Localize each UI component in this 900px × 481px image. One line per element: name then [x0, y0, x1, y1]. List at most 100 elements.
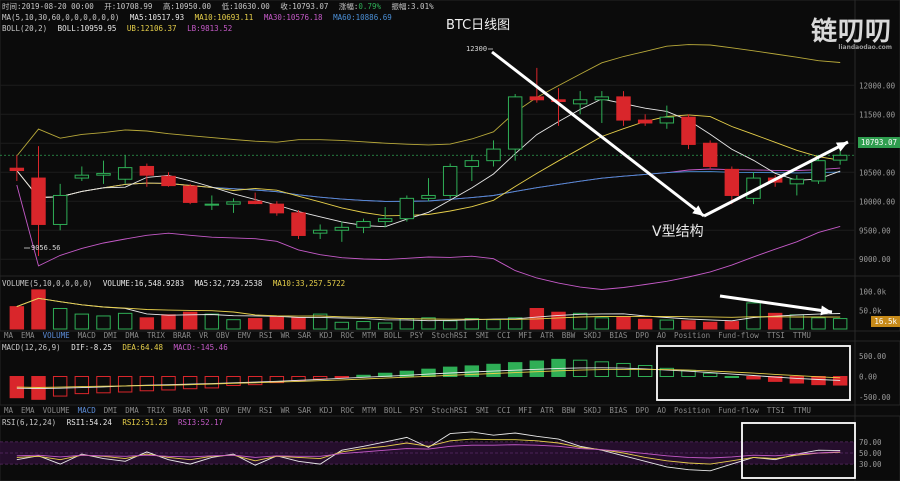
indicator-tab-roc[interactable]: ROC	[340, 406, 355, 415]
indicator-tab-stochrsi[interactable]: StochRSI	[431, 331, 468, 340]
indicator-tab-fund-flow[interactable]: Fund-flow	[718, 406, 759, 415]
indicator-tab-dma[interactable]: DMA	[125, 331, 139, 340]
rsi-line-3	[16, 444, 841, 459]
volume-bar	[291, 317, 306, 330]
indicator-tab-kdj[interactable]: KDJ	[319, 406, 333, 415]
indicator-tab-ma[interactable]: MA	[4, 331, 14, 340]
dea-line	[16, 368, 841, 388]
indicator-tab-obv[interactable]: OBV	[215, 406, 230, 415]
indicator-tab-ttsi[interactable]: TTSI	[766, 331, 785, 340]
indicator-tab-ttsi[interactable]: TTSI	[766, 406, 785, 415]
indicator-tab-bias[interactable]: BIAS	[609, 406, 628, 415]
indicator-tab-psy[interactable]: PSY	[409, 406, 424, 415]
volume-bar	[356, 321, 371, 330]
indicator-tab-kdj[interactable]: KDJ	[319, 331, 333, 340]
chart-title-annotation: BTC日线图	[446, 18, 511, 33]
indicator-tab-emv[interactable]: EMV	[237, 406, 252, 415]
indicator-tab-vr[interactable]: VR	[198, 406, 208, 415]
indicator-tab-stochrsi[interactable]: StochRSI	[431, 406, 468, 415]
indicator-tab-wr[interactable]: WR	[280, 406, 290, 415]
candle-body	[551, 99, 566, 103]
macd-bar	[724, 376, 740, 378]
volume-bar	[572, 312, 588, 330]
indicator-tab-ao[interactable]: AO	[656, 406, 667, 415]
indicator-tab-atr[interactable]: ATR	[540, 406, 554, 415]
indicator-tab-ema[interactable]: EMA	[21, 331, 35, 340]
candle-body	[659, 116, 675, 124]
macd-bar	[702, 372, 718, 378]
candle-body	[399, 197, 415, 220]
volume-bar	[832, 318, 848, 330]
indicator-tab-volume[interactable]: VOLUME	[42, 406, 70, 415]
indicator-tab-skdj[interactable]: SKDJ	[583, 406, 602, 415]
indicator-tab-psy[interactable]: PSY	[409, 331, 424, 340]
indicator-tab-sar[interactable]: SAR	[297, 406, 312, 415]
macd-bar	[811, 376, 826, 386]
indicator-tab-volume[interactable]: VOLUME	[42, 331, 70, 340]
indicator-tab-ema[interactable]: EMA	[21, 406, 35, 415]
indicator-tab-trix[interactable]: TRIX	[146, 406, 165, 415]
indicator-tab-obv[interactable]: OBV	[215, 331, 230, 340]
volume-bar	[486, 319, 501, 330]
volume-bar	[377, 322, 393, 330]
indicator-tab-position[interactable]: Position	[674, 331, 711, 340]
indicator-tab-dmi[interactable]: DMI	[103, 406, 118, 415]
indicator-tab-dpo[interactable]: DPO	[635, 331, 649, 340]
volume-tick-label: 100.0k	[859, 288, 887, 297]
indicator-tab-macd[interactable]: MACD	[77, 331, 96, 340]
indicator-tab-trix[interactable]: TRIX	[146, 331, 165, 340]
indicator-tab-atr[interactable]: ATR	[540, 331, 554, 340]
price-tick-label: 9500.00	[859, 226, 891, 235]
indicator-tab-ttmu[interactable]: TTMU	[792, 331, 811, 340]
indicator-tab-ao[interactable]: AO	[656, 331, 667, 340]
macd-bar	[746, 376, 761, 380]
candle-body	[594, 96, 610, 101]
header-change-value: 0.79%	[358, 2, 381, 11]
volume-bar	[334, 321, 350, 330]
indicator-tab-mfi[interactable]: MFI	[518, 406, 533, 415]
indicator-tab-bias[interactable]: BIAS	[609, 331, 628, 340]
indicator-tab-emv[interactable]: EMV	[237, 331, 252, 340]
indicator-tab-smi[interactable]: SMI	[475, 406, 490, 415]
indicator-tab-skdj[interactable]: SKDJ	[583, 331, 602, 340]
macd-tick-label: -500.00	[859, 393, 891, 402]
indicator-tab-brar[interactable]: BRAR	[172, 406, 191, 415]
indicator-tab-dma[interactable]: DMA	[125, 406, 139, 415]
indicator-tab-boll[interactable]: BOLL	[383, 406, 402, 415]
candle-body	[334, 226, 350, 231]
candle-body	[117, 167, 133, 180]
indicator-tab-roc[interactable]: ROC	[340, 331, 355, 340]
indicator-tab-cci[interactable]: CCI	[497, 406, 511, 415]
indicator-tab-fund-flow[interactable]: Fund-flow	[718, 331, 759, 340]
ma5-value: MA5:10517.93	[129, 13, 185, 22]
indicator-tab-bbw[interactable]: BBW	[561, 406, 576, 415]
indicator-tab-sar[interactable]: SAR	[297, 331, 312, 340]
indicator-tab-mfi[interactable]: MFI	[518, 331, 533, 340]
indicator-tab-brar[interactable]: BRAR	[172, 331, 191, 340]
indicator-tab-position[interactable]: Position	[674, 406, 711, 415]
indicator-tab-dmi[interactable]: DMI	[103, 331, 118, 340]
candle-body	[356, 221, 371, 228]
macd-bar	[96, 376, 111, 394]
indicator-tab-smi[interactable]: SMI	[475, 331, 490, 340]
rsi-highlight-box	[741, 422, 856, 479]
rsi-line-1	[16, 431, 841, 472]
candle-body	[572, 99, 588, 105]
indicator-tab-rsi[interactable]: RSI	[259, 331, 273, 340]
volume-bar	[681, 320, 696, 330]
indicator-tab-cci[interactable]: CCI	[497, 331, 511, 340]
indicator-tab-ttmu[interactable]: TTMU	[792, 406, 811, 415]
indicator-tab-wr[interactable]: WR	[280, 331, 290, 340]
indicator-tab-boll[interactable]: BOLL	[383, 331, 402, 340]
indicator-tab-bbw[interactable]: BBW	[561, 331, 576, 340]
indicator-tab-vr[interactable]: VR	[198, 331, 208, 340]
indicator-tab-ma[interactable]: MA	[4, 406, 14, 415]
indicator-tab-dpo[interactable]: DPO	[635, 406, 649, 415]
candle-body	[96, 172, 111, 176]
indicator-tab-mtm[interactable]: MTM	[362, 406, 376, 415]
indicator-tab-rsi[interactable]: RSI	[259, 406, 273, 415]
indicator-tab-mtm[interactable]: MTM	[362, 331, 376, 340]
price-tick-label: 11500.00	[859, 110, 896, 119]
price-panel: 9000.009500.0010000.0010500.0011000.0011…	[0, 44, 896, 290]
indicator-tab-macd[interactable]: MACD	[77, 406, 96, 415]
